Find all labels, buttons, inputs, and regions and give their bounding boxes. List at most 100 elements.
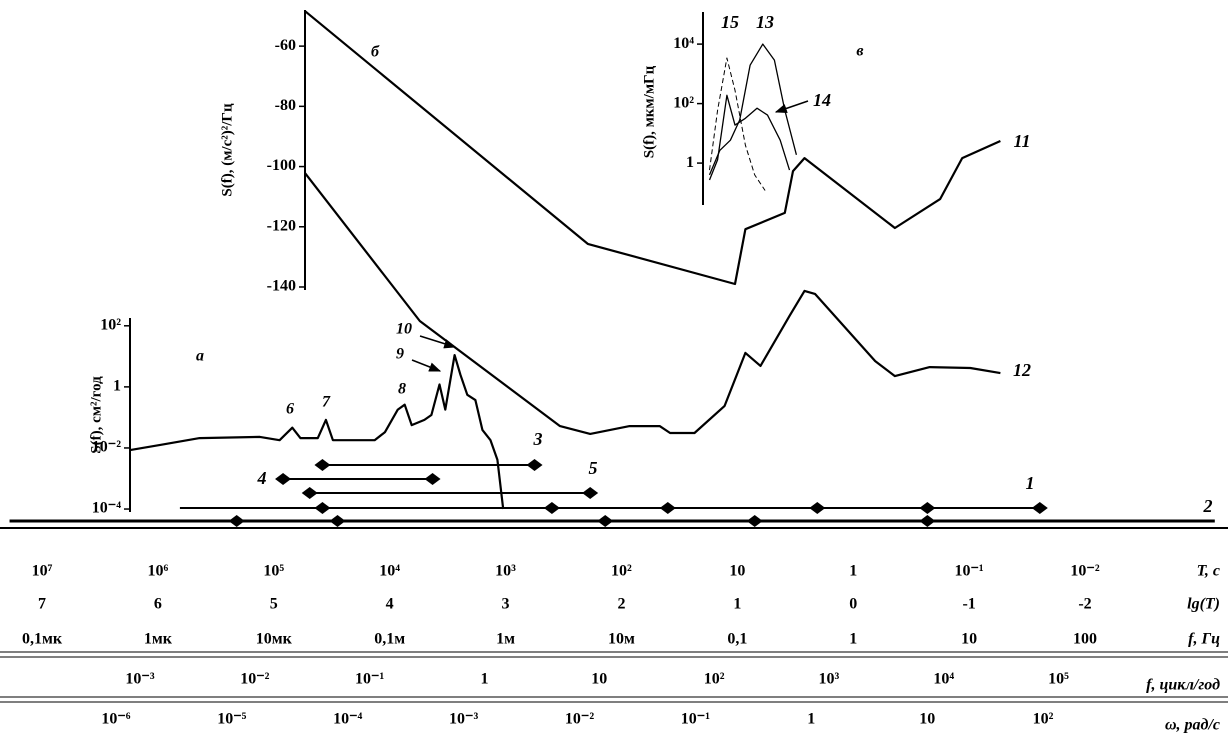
arrow (411, 359, 442, 372)
scale-tick-label: 4 (386, 596, 394, 613)
scale-tick-label: 10⁴ (379, 563, 400, 580)
scale-tick-label: 0 (849, 596, 857, 613)
arrow (774, 100, 809, 114)
curve-label: 15 (721, 12, 739, 32)
range-marker (746, 515, 763, 527)
scale-tick-label: 10⁷ (32, 563, 53, 580)
annotation: 8 (398, 381, 406, 398)
scale-tick-label: 10⁴ (933, 671, 954, 688)
scale-tick-label: 10м (608, 631, 635, 648)
range-label: 1 (1026, 473, 1035, 493)
range-marker (275, 473, 292, 485)
scale-tick-label: 100 (1073, 631, 1097, 648)
y-tick-label: 10⁴ (673, 35, 694, 52)
curve (129, 354, 505, 510)
y-tick-label: 1 (113, 378, 121, 395)
panel-label: б (371, 44, 380, 61)
scale-tick-label: 3 (502, 596, 510, 613)
annotation: 10 (396, 321, 412, 338)
range-marker (659, 502, 676, 514)
range-marker (314, 502, 331, 514)
y-tick-label: -80 (275, 97, 296, 114)
y-tick-label: -60 (275, 37, 296, 54)
scale-tick-label: 1мк (144, 631, 173, 648)
y-tick-label: -120 (267, 217, 296, 234)
scale-tick-label: 10³ (495, 563, 516, 580)
scale-label: T, c (1197, 563, 1220, 580)
scale-tick-label: 10³ (819, 671, 840, 688)
range-marker (1031, 502, 1048, 514)
scale-tick-label: 0,1 (727, 631, 747, 648)
scale-tick-label: 0,1м (374, 631, 405, 648)
scale-tick-label: 1м (496, 631, 515, 648)
curve (304, 172, 1001, 435)
scale-tick-label: 10⁵ (263, 563, 284, 580)
y-axis-label: S(f), (м/с²)²/Гц (219, 103, 235, 197)
range-marker (329, 515, 346, 527)
range-marker (424, 473, 441, 485)
scale-tick-label: 10⁻³ (125, 671, 154, 688)
scale-label: ω, рад/с (1165, 717, 1220, 734)
scale-tick-label: 10² (611, 563, 632, 580)
scale-tick-label: 10⁵ (1048, 671, 1069, 688)
range-marker (228, 515, 245, 527)
scale-tick-label: 2 (617, 596, 625, 613)
scale-tick-label: -1 (962, 596, 975, 613)
scale-tick-label: 10 (591, 671, 607, 688)
scale-tick-label: -2 (1078, 596, 1091, 613)
scale-tick-label: 10⁻¹ (954, 563, 983, 580)
range-marker (543, 502, 560, 514)
scale-label: f, цикл/год (1146, 677, 1220, 694)
scale-tick-label: 10мк (256, 631, 293, 648)
range-marker (582, 487, 599, 499)
y-axis-label: S(f), см²/год (88, 376, 104, 454)
scale-label: f, Гц (1188, 631, 1220, 648)
range-label: 5 (589, 458, 598, 478)
y-tick-label: -140 (267, 278, 296, 295)
scale-tick-label: 10⁻² (240, 671, 269, 688)
scale-tick-label: 1 (480, 671, 488, 688)
y-tick-label: 10⁻⁴ (92, 500, 121, 517)
scale-tick-label: 5 (270, 596, 278, 613)
range-marker (301, 487, 318, 499)
range-marker (314, 459, 331, 471)
scale-tick-label: 1 (733, 596, 741, 613)
scale-tick-label: 10⁻⁴ (333, 711, 362, 728)
scale-tick-label: 10⁻² (1070, 563, 1099, 580)
y-tick-label: 10² (100, 316, 121, 333)
scale-tick-label: 10 (729, 563, 745, 580)
y-tick-label: 10⁻² (92, 439, 121, 456)
scale-tick-label: 1 (807, 711, 815, 728)
scale-tick-label: 10⁻¹ (681, 711, 710, 728)
scale-tick-label: 0,1мк (22, 631, 63, 648)
range-marker (919, 515, 936, 527)
panel-label: а (196, 348, 204, 365)
curve (304, 10, 1001, 286)
scale-tick-label: 10 (919, 711, 935, 728)
scale-tick-label: 7 (38, 596, 46, 613)
scale-tick-label: 10⁻² (565, 711, 594, 728)
range-marker (526, 459, 543, 471)
annotation: 9 (396, 346, 404, 363)
curve-label: 13 (756, 12, 774, 32)
y-tick-label: -100 (267, 157, 296, 174)
scale-tick-label: 10² (1033, 711, 1054, 728)
scale-tick-label: 10⁻³ (449, 711, 478, 728)
arrow (419, 335, 457, 349)
scale-tick-label: 10⁻⁵ (217, 711, 246, 728)
curve (709, 57, 766, 191)
range-marker (919, 502, 936, 514)
scale-tick-label: 10 (961, 631, 977, 648)
scale-tick-label: 10⁶ (147, 563, 168, 580)
scale-tick-label: 10⁻¹ (355, 671, 384, 688)
curve-label: 12 (1013, 360, 1031, 380)
scale-tick-label: 6 (154, 596, 162, 613)
range-label: 4 (257, 468, 267, 488)
y-tick-label: 10² (673, 94, 694, 111)
range-marker (597, 515, 614, 527)
range-marker (809, 502, 826, 514)
panel-label: в (856, 43, 863, 60)
range-label: 3 (533, 429, 543, 449)
